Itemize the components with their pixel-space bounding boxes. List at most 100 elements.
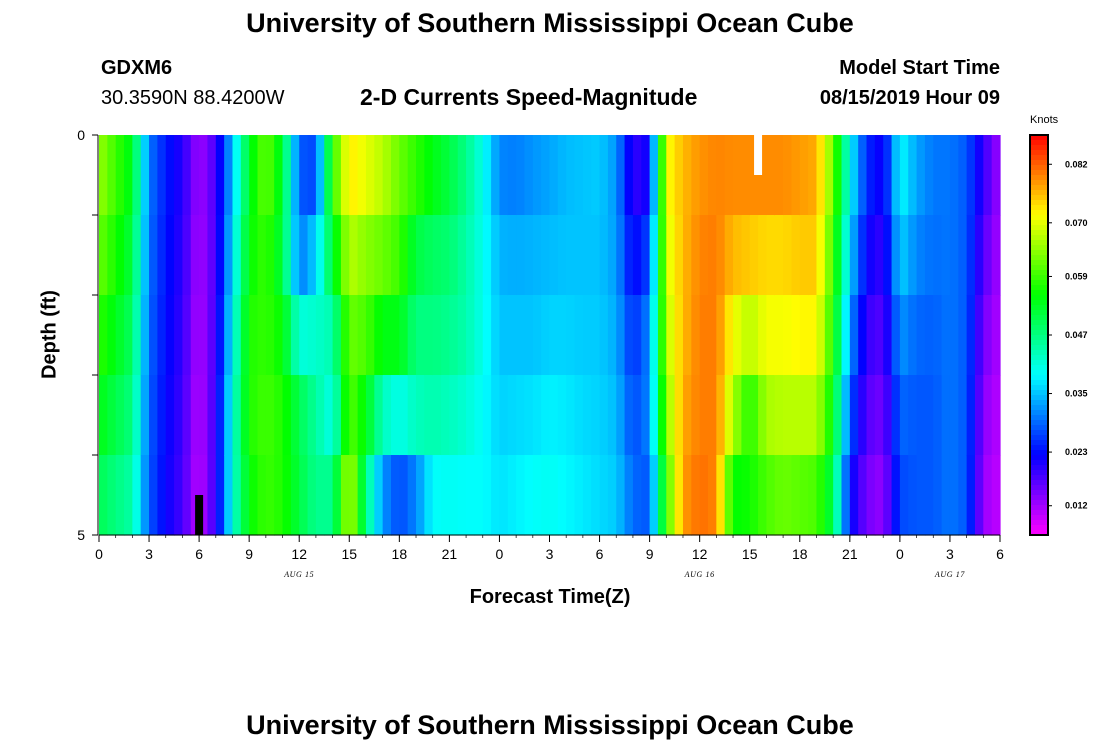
colorbar-segment bbox=[1030, 230, 1048, 236]
heatmap-cell bbox=[666, 135, 676, 216]
heatmap-cell bbox=[766, 135, 776, 216]
heatmap-cell bbox=[607, 295, 617, 376]
heatmap-cell bbox=[808, 375, 818, 456]
heatmap-cell bbox=[332, 375, 342, 456]
heatmap-cell bbox=[574, 215, 584, 296]
heatmap-cell bbox=[874, 135, 884, 216]
colorbar-segment bbox=[1030, 205, 1048, 211]
heatmap-cell bbox=[691, 375, 701, 456]
colorbar-segment bbox=[1030, 330, 1048, 336]
heatmap-cell bbox=[674, 295, 684, 376]
heatmap-cell bbox=[958, 295, 968, 376]
heatmap-cell bbox=[816, 135, 826, 216]
heatmap-cell bbox=[340, 455, 350, 536]
heatmap-cell bbox=[716, 375, 726, 456]
page-title-top: University of Southern Mississippi Ocean… bbox=[246, 8, 854, 38]
x-tick-label: 9 bbox=[646, 546, 654, 562]
x-tick-label: 21 bbox=[842, 546, 858, 562]
colorbar-segment bbox=[1030, 495, 1048, 501]
colorbar-segment bbox=[1030, 525, 1048, 531]
heatmap-cell bbox=[991, 375, 1001, 456]
heatmap-cell bbox=[724, 215, 734, 296]
heatmap-cell bbox=[808, 135, 818, 216]
heatmap-cell bbox=[632, 375, 642, 456]
heatmap-cell bbox=[524, 375, 534, 456]
heatmap-cell bbox=[482, 455, 492, 536]
heatmap-cell bbox=[207, 135, 217, 216]
heatmap-cell bbox=[774, 455, 784, 536]
colorbar-segment bbox=[1030, 430, 1048, 436]
heatmap-cell bbox=[290, 295, 300, 376]
heatmap-cell bbox=[140, 295, 150, 376]
colorbar-segment bbox=[1030, 465, 1048, 471]
heatmap-cell bbox=[232, 215, 242, 296]
heatmap-cell bbox=[808, 215, 818, 296]
heatmap-cell bbox=[924, 455, 934, 536]
colorbar-segment bbox=[1030, 145, 1048, 151]
colorbar-segment bbox=[1030, 405, 1048, 411]
heatmap-cell bbox=[207, 375, 217, 456]
heatmap-cell bbox=[833, 375, 843, 456]
station-coordinates: 30.3590N 88.4200W bbox=[101, 87, 285, 109]
heatmap-cell bbox=[182, 455, 192, 536]
heatmap-cell bbox=[566, 295, 576, 376]
heatmap-cell bbox=[157, 375, 167, 456]
colorbar-segment bbox=[1030, 345, 1048, 351]
heatmap-cell bbox=[708, 295, 717, 376]
heatmap-cell bbox=[607, 215, 617, 296]
heatmap-cell bbox=[174, 295, 184, 376]
heatmap-cell bbox=[491, 375, 501, 456]
heatmap-cell bbox=[624, 455, 634, 536]
heatmap-cell bbox=[190, 295, 200, 376]
heatmap-cell bbox=[866, 295, 876, 376]
colorbar-segment bbox=[1030, 340, 1048, 346]
heatmap-cell bbox=[607, 135, 617, 216]
heatmap-cell bbox=[591, 215, 601, 296]
heatmap-cell bbox=[340, 135, 350, 216]
heatmap-cell bbox=[115, 295, 125, 376]
heatmap-cell bbox=[983, 215, 993, 296]
heatmap-cell bbox=[240, 135, 250, 216]
x-tick-label: 15 bbox=[742, 546, 758, 562]
model-start-value: 08/15/2019 Hour 09 bbox=[819, 87, 1000, 109]
heatmap-cell bbox=[174, 455, 184, 536]
heatmap-cell bbox=[382, 215, 392, 296]
heatmap-cell bbox=[365, 455, 375, 536]
heatmap-cell bbox=[758, 295, 767, 376]
heatmap-cell bbox=[99, 135, 108, 216]
heatmap-cell bbox=[899, 135, 909, 216]
heatmap-cell bbox=[115, 135, 125, 216]
heatmap-cell bbox=[966, 295, 976, 376]
colorbar-segment bbox=[1030, 385, 1048, 391]
heatmap-cell bbox=[315, 135, 325, 216]
heatmap-cell bbox=[733, 295, 742, 376]
heatmap-cell bbox=[199, 135, 209, 216]
heatmap-cell bbox=[507, 135, 517, 216]
heatmap-cell bbox=[582, 135, 592, 216]
heatmap-cell bbox=[207, 215, 217, 296]
heatmap-cell bbox=[115, 215, 125, 296]
colorbar-segment bbox=[1030, 410, 1048, 416]
heatmap-cell bbox=[190, 215, 200, 296]
heatmap-cell bbox=[674, 455, 684, 536]
x-tick-label: 18 bbox=[792, 546, 808, 562]
heatmap-cell bbox=[524, 455, 534, 536]
heatmap-cell bbox=[799, 135, 809, 216]
x-tick-label: 18 bbox=[392, 546, 408, 562]
heatmap-cell bbox=[165, 215, 175, 296]
colorbar-segment bbox=[1030, 440, 1048, 446]
heatmap-cell bbox=[657, 455, 667, 536]
heatmap-cell bbox=[532, 455, 542, 536]
heatmap-cell bbox=[541, 295, 551, 376]
heatmap-cell bbox=[482, 135, 492, 216]
heatmap-cell bbox=[365, 215, 375, 296]
colorbar-segment bbox=[1030, 325, 1048, 331]
colorbar-segment bbox=[1030, 515, 1048, 521]
heatmap-cell bbox=[799, 295, 809, 376]
heatmap-cell bbox=[124, 135, 133, 216]
colorbar-segment bbox=[1030, 400, 1048, 406]
heatmap-cell bbox=[949, 135, 959, 216]
heatmap-cell bbox=[874, 375, 884, 456]
heatmap-cell bbox=[599, 295, 609, 376]
heatmap-cell bbox=[466, 375, 476, 456]
